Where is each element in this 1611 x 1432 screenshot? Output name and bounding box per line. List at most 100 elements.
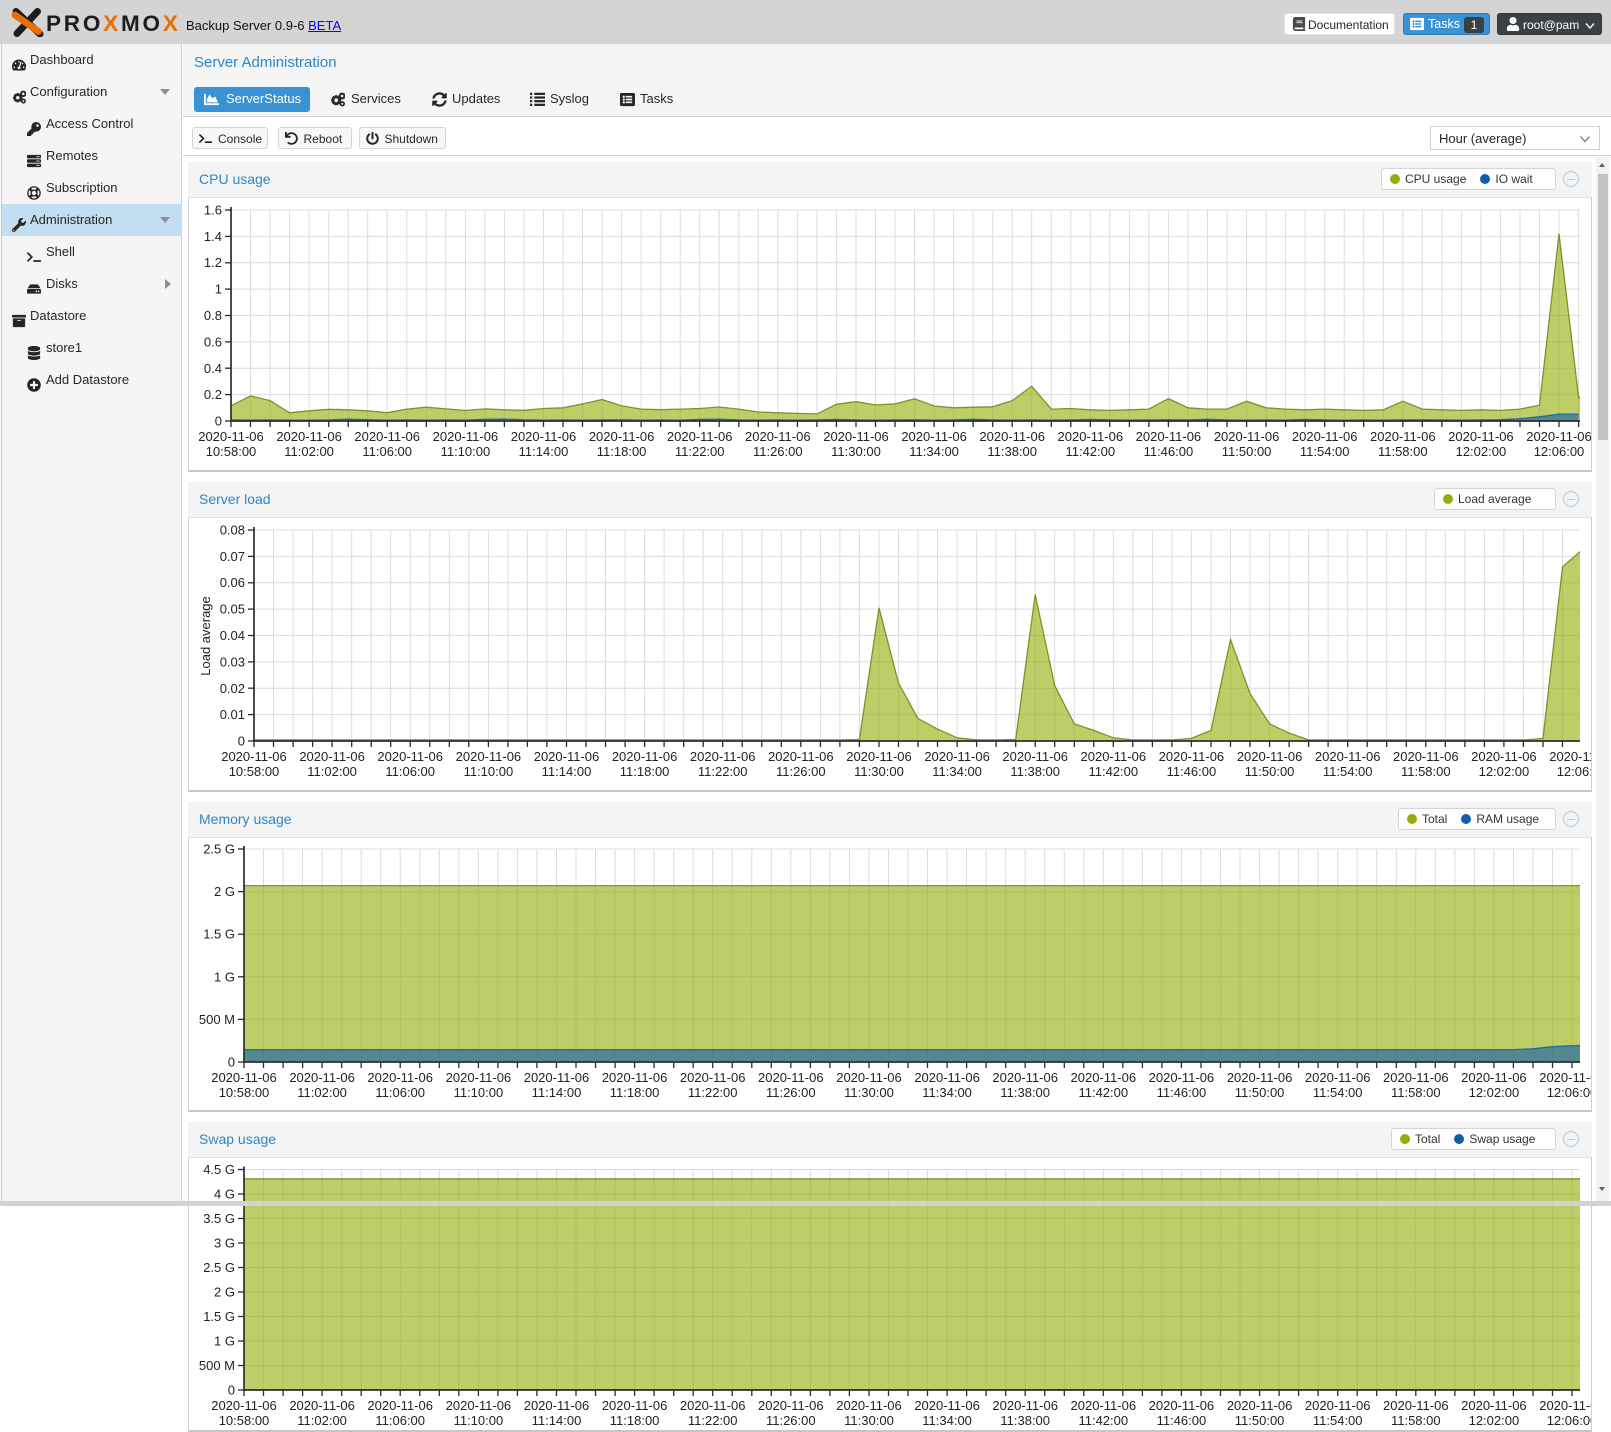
svg-text:11:02:00: 11:02:00 [284,444,334,459]
svg-text:11:58:00: 11:58:00 [1391,1413,1441,1428]
svg-text:12:02:00: 12:02:00 [1456,444,1507,459]
svg-text:2020-11-06: 2020-11-06 [446,1070,512,1085]
svg-text:11:10:00: 11:10:00 [454,1413,504,1428]
svg-text:2020-11-06: 2020-11-06 [198,429,264,444]
svg-text:11:58:00: 11:58:00 [1391,1085,1441,1100]
svg-text:11:22:00: 11:22:00 [698,764,748,779]
svg-text:2020-11-06: 2020-11-06 [612,749,678,764]
svg-text:11:06:00: 11:06:00 [375,1085,425,1100]
svg-text:11:42:00: 11:42:00 [1065,444,1115,459]
svg-text:2020-11-06: 2020-11-06 [667,429,733,444]
svg-text:11:34:00: 11:34:00 [909,444,959,459]
svg-text:2020-11-06: 2020-11-06 [924,749,990,764]
svg-text:2020-11-06: 2020-11-06 [1539,1070,1591,1085]
svg-text:11:42:00: 11:42:00 [1078,1085,1128,1100]
svg-text:2020-11-06: 2020-11-06 [680,1398,746,1413]
svg-text:11:18:00: 11:18:00 [620,764,670,779]
svg-text:11:02:00: 11:02:00 [297,1413,347,1428]
svg-text:12:06:00: 12:06:00 [1557,764,1591,779]
svg-text:2020-11-06: 2020-11-06 [758,1070,824,1085]
svg-text:11:22:00: 11:22:00 [688,1413,738,1428]
svg-text:10:58:00: 10:58:00 [219,1413,270,1428]
svg-text:11:18:00: 11:18:00 [597,444,647,459]
svg-text:11:38:00: 11:38:00 [1000,1085,1050,1100]
svg-text:11:54:00: 11:54:00 [1313,1413,1363,1428]
svg-text:2020-11-06: 2020-11-06 [1292,429,1358,444]
svg-text:1: 1 [215,282,222,297]
svg-text:2020-11-06: 2020-11-06 [456,749,522,764]
svg-text:2020-11-06: 2020-11-06 [289,1398,355,1413]
svg-text:2020-11-06: 2020-11-06 [992,1398,1058,1413]
svg-text:10:58:00: 10:58:00 [206,444,257,459]
svg-text:11:18:00: 11:18:00 [610,1413,660,1428]
svg-text:11:38:00: 11:38:00 [1000,1413,1050,1428]
svg-text:0.8: 0.8 [204,308,222,323]
svg-text:11:10:00: 11:10:00 [441,444,491,459]
svg-text:0.01: 0.01 [220,707,245,722]
svg-text:11:26:00: 11:26:00 [766,1085,816,1100]
svg-text:0.03: 0.03 [220,654,245,669]
svg-text:2020-11-06: 2020-11-06 [1305,1398,1371,1413]
svg-text:0.4: 0.4 [204,361,222,376]
svg-text:1.5 G: 1.5 G [203,1309,235,1324]
svg-text:4 G: 4 G [214,1187,235,1202]
svg-text:2020-11-06: 2020-11-06 [1539,1398,1591,1413]
svg-text:0: 0 [228,1055,235,1070]
svg-text:11:50:00: 11:50:00 [1235,1085,1285,1100]
svg-text:2020-11-06: 2020-11-06 [299,749,365,764]
svg-text:0.07: 0.07 [220,549,245,564]
svg-text:0: 0 [228,1383,235,1398]
svg-text:2020-11-06: 2020-11-06 [211,1070,277,1085]
svg-text:0.6: 0.6 [204,334,222,349]
svg-text:2020-11-06: 2020-11-06 [602,1398,668,1413]
svg-text:11:34:00: 11:34:00 [922,1413,972,1428]
svg-text:0: 0 [238,734,245,749]
svg-text:1.5 G: 1.5 G [203,927,235,942]
svg-text:1.2: 1.2 [204,255,222,270]
svg-text:2.5 G: 2.5 G [203,842,235,857]
svg-text:11:18:00: 11:18:00 [610,1085,660,1100]
svg-text:2020-11-06: 2020-11-06 [1136,429,1202,444]
svg-text:2020-11-06: 2020-11-06 [836,1398,902,1413]
svg-text:11:26:00: 11:26:00 [766,1413,816,1428]
svg-text:2 G: 2 G [214,1285,235,1300]
svg-text:10:58:00: 10:58:00 [219,1085,270,1100]
svg-text:2020-11-06: 2020-11-06 [1227,1070,1293,1085]
svg-text:11:54:00: 11:54:00 [1313,1085,1363,1100]
svg-text:2020-11-06: 2020-11-06 [992,1070,1058,1085]
svg-text:2020-11-06: 2020-11-06 [1149,1398,1215,1413]
svg-text:12:02:00: 12:02:00 [1469,1085,1520,1100]
svg-text:500 M: 500 M [199,1012,235,1027]
svg-text:11:26:00: 11:26:00 [776,764,826,779]
svg-text:3 G: 3 G [214,1236,235,1251]
svg-text:2020-11-06: 2020-11-06 [1526,429,1591,444]
svg-text:2020-11-06: 2020-11-06 [589,429,655,444]
svg-text:11:30:00: 11:30:00 [854,764,904,779]
svg-text:11:06:00: 11:06:00 [385,764,435,779]
svg-text:2020-11-06: 2020-11-06 [1237,749,1303,764]
svg-text:2020-11-06: 2020-11-06 [1159,749,1225,764]
svg-text:11:22:00: 11:22:00 [688,1085,738,1100]
svg-text:11:34:00: 11:34:00 [932,764,982,779]
svg-text:12:02:00: 12:02:00 [1469,1413,1520,1428]
svg-text:2020-11-06: 2020-11-06 [524,1070,590,1085]
svg-text:PROXMOX: PROXMOX [46,11,181,36]
svg-text:2020-11-06: 2020-11-06 [602,1070,668,1085]
svg-text:Load average: Load average [198,596,213,676]
svg-text:11:14:00: 11:14:00 [532,1413,582,1428]
svg-text:3.5 G: 3.5 G [203,1211,235,1226]
svg-text:11:46:00: 11:46:00 [1167,764,1217,779]
svg-text:0.06: 0.06 [220,575,245,590]
svg-text:2020-11-06: 2020-11-06 [1549,749,1591,764]
svg-text:2020-11-06: 2020-11-06 [433,429,499,444]
svg-text:1.4: 1.4 [204,229,222,244]
svg-text:11:50:00: 11:50:00 [1222,444,1272,459]
svg-text:2020-11-06: 2020-11-06 [1383,1398,1449,1413]
svg-text:12:02:00: 12:02:00 [1479,764,1530,779]
svg-text:2020-11-06: 2020-11-06 [979,429,1045,444]
svg-text:2020-11-06: 2020-11-06 [901,429,967,444]
svg-text:2020-11-06: 2020-11-06 [758,1398,824,1413]
svg-text:0: 0 [215,414,222,429]
svg-text:11:58:00: 11:58:00 [1401,764,1451,779]
svg-text:2020-11-06: 2020-11-06 [221,749,287,764]
